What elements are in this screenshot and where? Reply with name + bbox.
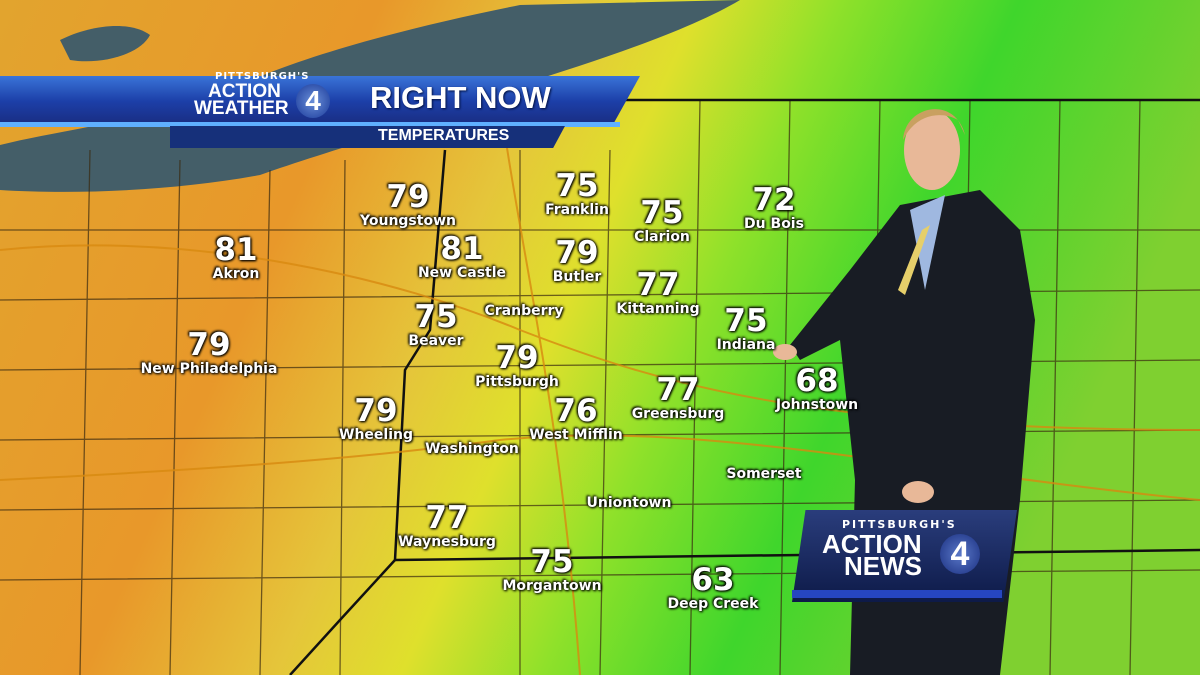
city-marker: 63 Deep Creek	[668, 564, 759, 612]
city-temperature: 79	[187, 327, 231, 363]
city-name: Pittsburgh	[475, 374, 559, 390]
city-temperature: 63	[691, 562, 735, 598]
city-name: Greensburg	[631, 406, 725, 422]
city-name: Wheeling	[339, 427, 413, 443]
news-channel-4-icon: 4	[940, 534, 980, 574]
news-logo-line2: NEWS	[844, 551, 922, 581]
banner-subbar	[170, 126, 565, 148]
city-marker: 75 Franklin	[545, 170, 609, 218]
city-name: Akron	[212, 266, 260, 282]
city-name: Deep Creek	[667, 596, 759, 612]
city-marker: 75 Clarion	[634, 197, 690, 245]
city-temperature: 79	[354, 393, 398, 429]
city-marker: Cranberry	[484, 303, 563, 319]
city-temperature: 75	[530, 544, 574, 580]
banner-title: RIGHT NOW	[370, 80, 551, 115]
city-name: Butler	[552, 269, 602, 285]
city-temperature: 77	[656, 372, 700, 408]
city-temperature: 68	[795, 363, 839, 399]
city-marker: Uniontown	[587, 495, 672, 511]
city-marker: Washington	[425, 441, 519, 457]
city-temperature: 79	[495, 340, 539, 376]
city-temperature: 79	[386, 179, 430, 215]
city-marker: 79 Youngstown	[360, 181, 456, 229]
city-name: Indiana	[716, 337, 776, 353]
city-name: Beaver	[408, 333, 464, 349]
city-name: Clarion	[634, 229, 690, 245]
city-name: New Philadelphia	[140, 361, 278, 377]
city-name: Waynesburg	[398, 534, 496, 550]
weather-logo-prefix: PITTSBURGH'S	[215, 71, 310, 82]
city-name: Uniontown	[586, 495, 672, 511]
weather-logo-line2: WEATHER	[194, 98, 289, 119]
lake-erie-west	[60, 25, 150, 62]
state-lines	[289, 98, 1200, 675]
city-marker: 68 Johnstown	[776, 365, 858, 413]
city-temperature: 81	[214, 232, 258, 268]
city-temperature: 75	[414, 299, 458, 335]
city-temperature: 81	[440, 231, 484, 267]
city-marker: 77 Waynesburg	[398, 502, 496, 550]
city-temperature: 75	[724, 303, 768, 339]
weather-logo-line1: ACTION	[208, 81, 281, 102]
city-name: West Mifflin	[529, 427, 623, 443]
city-marker: 79 Butler	[553, 237, 602, 285]
city-name: Washington	[425, 441, 519, 457]
city-marker: 77 Kittanning	[616, 269, 699, 317]
city-name: Youngstown	[360, 213, 456, 229]
city-marker: Somerset	[726, 466, 801, 482]
news-logo-prefix: PITTSBURGH'S	[842, 518, 957, 531]
city-marker: 75 Morgantown	[502, 546, 601, 594]
banner-subtitle: TEMPERATURES	[378, 127, 510, 144]
city-name: Morgantown	[502, 578, 602, 594]
action-news-logo: PITTSBURGH'S ACTION NEWS 4	[792, 510, 1017, 602]
city-marker: 72 Du Bois	[744, 184, 804, 232]
city-name: Somerset	[726, 466, 802, 482]
city-temperature: 72	[752, 182, 796, 218]
city-marker: 76 West Mifflin	[529, 395, 622, 443]
city-name: New Castle	[417, 265, 507, 281]
city-name: Kittanning	[616, 301, 700, 317]
city-temperature: 77	[425, 500, 469, 536]
city-temperature: 79	[555, 235, 599, 271]
city-name: Franklin	[545, 202, 609, 218]
city-temperature: 75	[640, 195, 684, 231]
logo-edge	[792, 590, 1002, 598]
city-marker: 75 Beaver	[408, 301, 463, 349]
city-name: Cranberry	[484, 303, 564, 319]
city-temperature: 75	[555, 168, 599, 204]
right-now-banner: PITTSBURGH'S ACTION WEATHER 4 RIGHT NOW …	[0, 71, 650, 150]
city-name: Du Bois	[744, 216, 804, 232]
city-marker: 77 Greensburg	[632, 374, 725, 422]
news-logo-line1: ACTION	[822, 529, 922, 559]
city-name: Johnstown	[775, 397, 859, 413]
city-marker: 75 Indiana	[717, 305, 776, 353]
banner-stripe	[0, 122, 620, 127]
channel-4-icon: 4	[296, 84, 330, 118]
city-marker: 79 Pittsburgh	[475, 342, 559, 390]
city-temperature: 76	[554, 393, 598, 429]
city-marker: 79 Wheeling	[339, 395, 413, 443]
city-marker: 79 New Philadelphia	[141, 329, 278, 377]
city-marker: 81 Akron	[213, 234, 260, 282]
city-marker: 81 New Castle	[418, 233, 506, 281]
city-temperature: 77	[636, 267, 680, 303]
